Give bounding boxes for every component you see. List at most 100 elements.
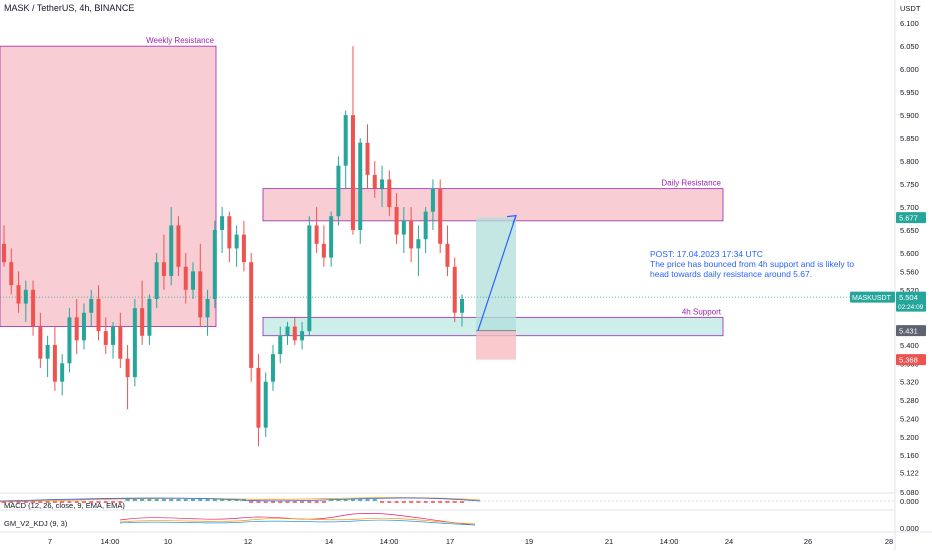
candle-body bbox=[343, 115, 348, 166]
macd-histogram-bar bbox=[2, 501, 6, 503]
candle-body bbox=[314, 225, 319, 244]
post-text-line-2: head towards daily resistance around 5.6… bbox=[650, 269, 813, 279]
candle-body bbox=[23, 289, 28, 304]
macd-histogram-bar bbox=[263, 501, 268, 503]
price-tick-label: 6.050 bbox=[900, 42, 919, 51]
macd-histogram-bar bbox=[191, 499, 196, 501]
time-tick-label: 24 bbox=[725, 537, 733, 546]
time-tick-label: 14:00 bbox=[101, 537, 120, 546]
stop-price-badge: 5.368 bbox=[899, 356, 918, 365]
macd-histogram-bar bbox=[111, 501, 116, 503]
candle-body bbox=[45, 344, 50, 359]
post-date: POST: 17.04.2023 17:34 UTC bbox=[650, 249, 763, 259]
price-tick-label: 5.650 bbox=[900, 226, 919, 235]
kdj-k-line bbox=[119, 519, 476, 526]
macd-histogram-bar bbox=[285, 501, 290, 503]
time-tick-label: 14:00 bbox=[660, 537, 679, 546]
candle-body bbox=[125, 358, 130, 378]
candle-body bbox=[81, 312, 86, 341]
macd-histogram-bar bbox=[241, 499, 246, 501]
candle-body bbox=[205, 298, 210, 318]
macd-histogram-bar bbox=[9, 501, 14, 503]
macd-histogram-bar bbox=[336, 499, 341, 501]
price-tick-label: 6.000 bbox=[900, 65, 919, 74]
daily-resistance-zone bbox=[262, 188, 724, 222]
candle-body bbox=[9, 262, 14, 286]
macd-histogram-bar bbox=[350, 499, 355, 501]
price-tick-label: 5.800 bbox=[900, 157, 919, 166]
time-tick-label: 28 bbox=[885, 537, 893, 546]
candle-body bbox=[401, 220, 406, 235]
candle-body bbox=[438, 188, 443, 244]
macd-indicator-label: MACD (12, 26, close, 9, EMA, EMA) bbox=[4, 501, 125, 510]
candle-body bbox=[307, 225, 312, 332]
candle-body bbox=[263, 381, 268, 428]
candle-body bbox=[270, 354, 275, 382]
macd-histogram-bar bbox=[416, 501, 421, 503]
price-tick-label: 5.320 bbox=[900, 378, 919, 387]
macd-line bbox=[0, 497, 481, 502]
candle-body bbox=[183, 266, 188, 290]
price-tick-label: 5.520 bbox=[900, 286, 919, 295]
macd-histogram-bar bbox=[38, 501, 43, 503]
price-tick-label: 5.240 bbox=[900, 414, 919, 423]
candle-body bbox=[452, 266, 457, 313]
macd-histogram-bar bbox=[380, 501, 385, 503]
macd-histogram-bar bbox=[278, 501, 283, 503]
candle-body bbox=[191, 271, 196, 290]
time-tick-label: 7 bbox=[48, 537, 52, 546]
macd-histogram-bar bbox=[154, 499, 159, 501]
macd-histogram-bar bbox=[103, 501, 108, 503]
macd-histogram-bar bbox=[423, 501, 428, 503]
macd-histogram-bar bbox=[176, 499, 181, 501]
macd-histogram-bar bbox=[292, 501, 297, 503]
candle-body bbox=[430, 188, 435, 212]
macd-histogram-bar bbox=[147, 499, 152, 501]
symbol-badge: MASKUSDT bbox=[852, 295, 892, 302]
candle-body bbox=[2, 243, 6, 263]
macd-histogram-bar bbox=[16, 501, 21, 503]
candle-body bbox=[52, 344, 57, 382]
macd-histogram-bar bbox=[270, 501, 275, 503]
macd-histogram-bar bbox=[430, 501, 435, 503]
macd-histogram-bar bbox=[220, 499, 225, 501]
kdj-indicator-label: GM_V2_KDJ (9, 3) bbox=[4, 519, 68, 528]
support-4h-label: 4h Support bbox=[682, 307, 722, 316]
candle-body bbox=[212, 230, 217, 299]
price-tick-label: 5.080 bbox=[900, 488, 919, 497]
macd-histogram-bar bbox=[329, 499, 334, 501]
candle-body bbox=[416, 239, 421, 249]
macd-histogram-bar bbox=[205, 499, 210, 501]
candle-body bbox=[249, 262, 254, 368]
candle-body bbox=[321, 243, 326, 258]
time-tick-label: 14 bbox=[325, 537, 333, 546]
candle-body bbox=[227, 216, 232, 249]
candle-body bbox=[300, 331, 305, 341]
last-price-badge: 5.504 bbox=[899, 293, 918, 302]
macd-histogram-bar bbox=[140, 499, 145, 501]
symbol-badge-bg bbox=[850, 291, 895, 303]
candle-body bbox=[154, 262, 159, 299]
candle-body bbox=[118, 326, 123, 359]
macd-histogram-bar bbox=[60, 501, 65, 503]
price-tick-label: 5.560 bbox=[900, 267, 919, 276]
stop-box bbox=[476, 330, 516, 360]
macd-histogram-bar bbox=[81, 501, 86, 503]
macd-histogram-bar bbox=[183, 499, 188, 501]
macd-histogram-bar bbox=[343, 499, 348, 501]
countdown-badge: 02:24:09 bbox=[898, 304, 924, 311]
price-tick-label: 5.400 bbox=[900, 341, 919, 350]
macd-histogram-bar bbox=[96, 501, 101, 503]
candle-body bbox=[161, 262, 166, 276]
macd-histogram-bar bbox=[234, 499, 239, 501]
macd-histogram-bar bbox=[387, 501, 392, 503]
macd-signal-line bbox=[0, 497, 481, 503]
projection-arrow bbox=[477, 215, 517, 331]
macd-histogram-bar bbox=[249, 501, 254, 503]
price-tick-label: 5.750 bbox=[900, 180, 919, 189]
macd-histogram-bar bbox=[445, 501, 450, 503]
macd-histogram-bar bbox=[314, 501, 319, 503]
macd-zero-tick: 0.000 bbox=[900, 497, 919, 506]
